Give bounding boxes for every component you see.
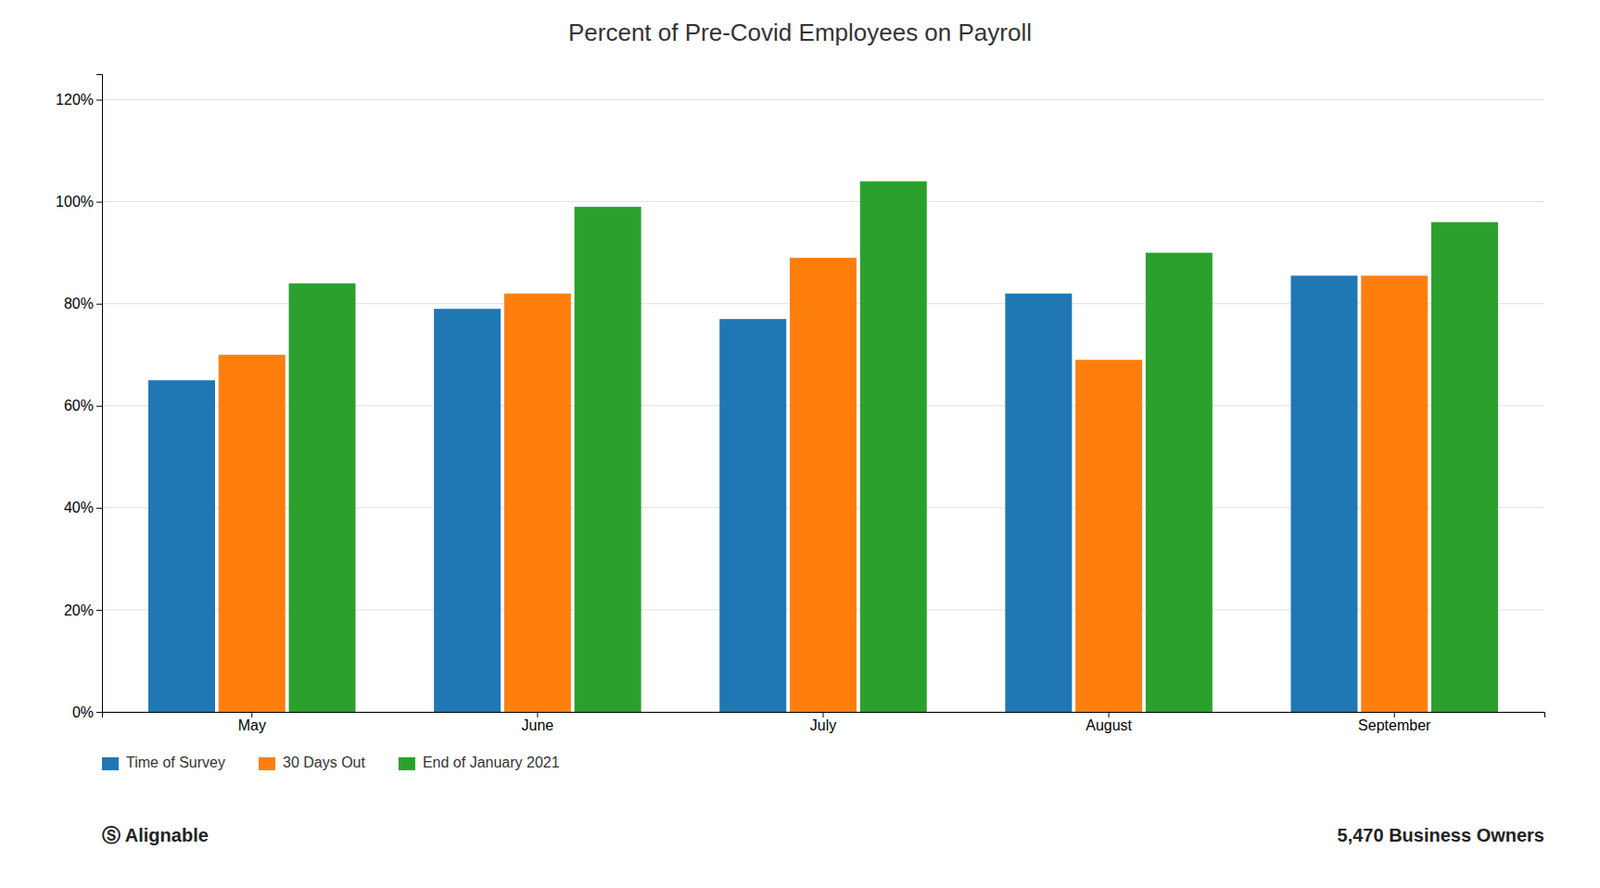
legend-item: End of January 2021 — [398, 754, 560, 771]
tick-mark — [251, 711, 253, 718]
tick-label: 80% — [63, 295, 94, 312]
legend-swatch — [258, 757, 276, 771]
axis-line — [102, 712, 1546, 719]
tick: 0% — [72, 704, 102, 721]
tick: 20% — [63, 602, 102, 619]
tick-label: 60% — [63, 397, 94, 414]
tick-label: 120% — [55, 91, 94, 108]
tick-mark — [96, 304, 102, 305]
tick: September — [1358, 711, 1432, 734]
axis-line — [96, 75, 103, 713]
tick-label: 0% — [72, 704, 94, 721]
bar — [719, 318, 787, 712]
tick-mark — [96, 711, 102, 713]
tick-mark — [96, 609, 102, 611]
bar — [789, 257, 857, 712]
bar-series — [289, 181, 1499, 712]
tick-label: 20% — [63, 602, 94, 619]
tick-label: August — [1085, 717, 1132, 734]
tick-mark — [96, 202, 102, 204]
bar — [433, 308, 501, 712]
legend-swatch — [398, 757, 416, 771]
tick-label: September — [1358, 717, 1432, 734]
tick-label: 100% — [55, 193, 94, 210]
bar — [1431, 222, 1499, 712]
grid-line — [101, 201, 1545, 203]
tick-label: May — [238, 717, 267, 734]
bar — [148, 380, 216, 712]
tick-label: June — [521, 717, 555, 734]
tick-mark — [1394, 711, 1396, 718]
bar — [1075, 359, 1143, 712]
legend-label: 30 Days Out — [282, 754, 366, 771]
tick-mark — [536, 711, 538, 718]
tick: 120% — [55, 91, 102, 108]
tick: 40% — [63, 499, 102, 516]
legend-label: Time of Survey — [126, 754, 226, 771]
tick-mark — [1108, 711, 1110, 718]
legend-item: 30 Days Out — [258, 754, 366, 771]
bar — [1145, 253, 1213, 712]
tick: 80% — [63, 295, 102, 312]
bar — [1360, 275, 1428, 712]
tick: August — [1085, 711, 1132, 734]
annotation: 5,470 Business Owners — [1337, 825, 1545, 846]
tick: June — [521, 711, 555, 734]
tick-mark — [96, 100, 102, 102]
grid — [101, 100, 1545, 712]
legend-swatch — [101, 757, 119, 771]
tick-mark — [96, 406, 102, 407]
bar — [504, 293, 572, 712]
annotation: Ⓢ Alignable — [101, 825, 209, 846]
legend: Time of Survey 30 Days Out End of January … — [101, 754, 560, 771]
bars — [148, 181, 1499, 712]
legend-item: Time of Survey — [101, 754, 226, 771]
legend-label: End of January 2021 — [422, 754, 560, 771]
bar — [1290, 275, 1358, 712]
title: Percent of Pre-Covid Employees on Payrol… — [568, 18, 1032, 47]
tick: July — [810, 711, 837, 734]
tick: May — [238, 711, 267, 734]
bar — [218, 355, 286, 712]
tick-mark — [96, 507, 102, 509]
plot: 0% 20% 40% 60% 80% 100% 120% May June July August S… — [55, 75, 1545, 735]
tick: 100% — [55, 193, 102, 210]
y-axis: 0% 20% 40% 60% 80% 100% 120% — [55, 75, 102, 721]
x-axis: May June July August September — [102, 711, 1546, 734]
bar-series — [218, 257, 1428, 712]
bar — [574, 206, 642, 712]
tick-label: July — [810, 717, 837, 734]
tick: 60% — [63, 397, 102, 414]
tick-label: 40% — [63, 499, 94, 516]
chart: Percent of Pre-Covid Employees on Payrol… — [0, 0, 1600, 888]
tick-mark — [823, 711, 825, 718]
bar — [289, 283, 356, 712]
grid-line — [101, 99, 1545, 101]
bar — [860, 181, 927, 712]
bar — [1004, 293, 1072, 712]
